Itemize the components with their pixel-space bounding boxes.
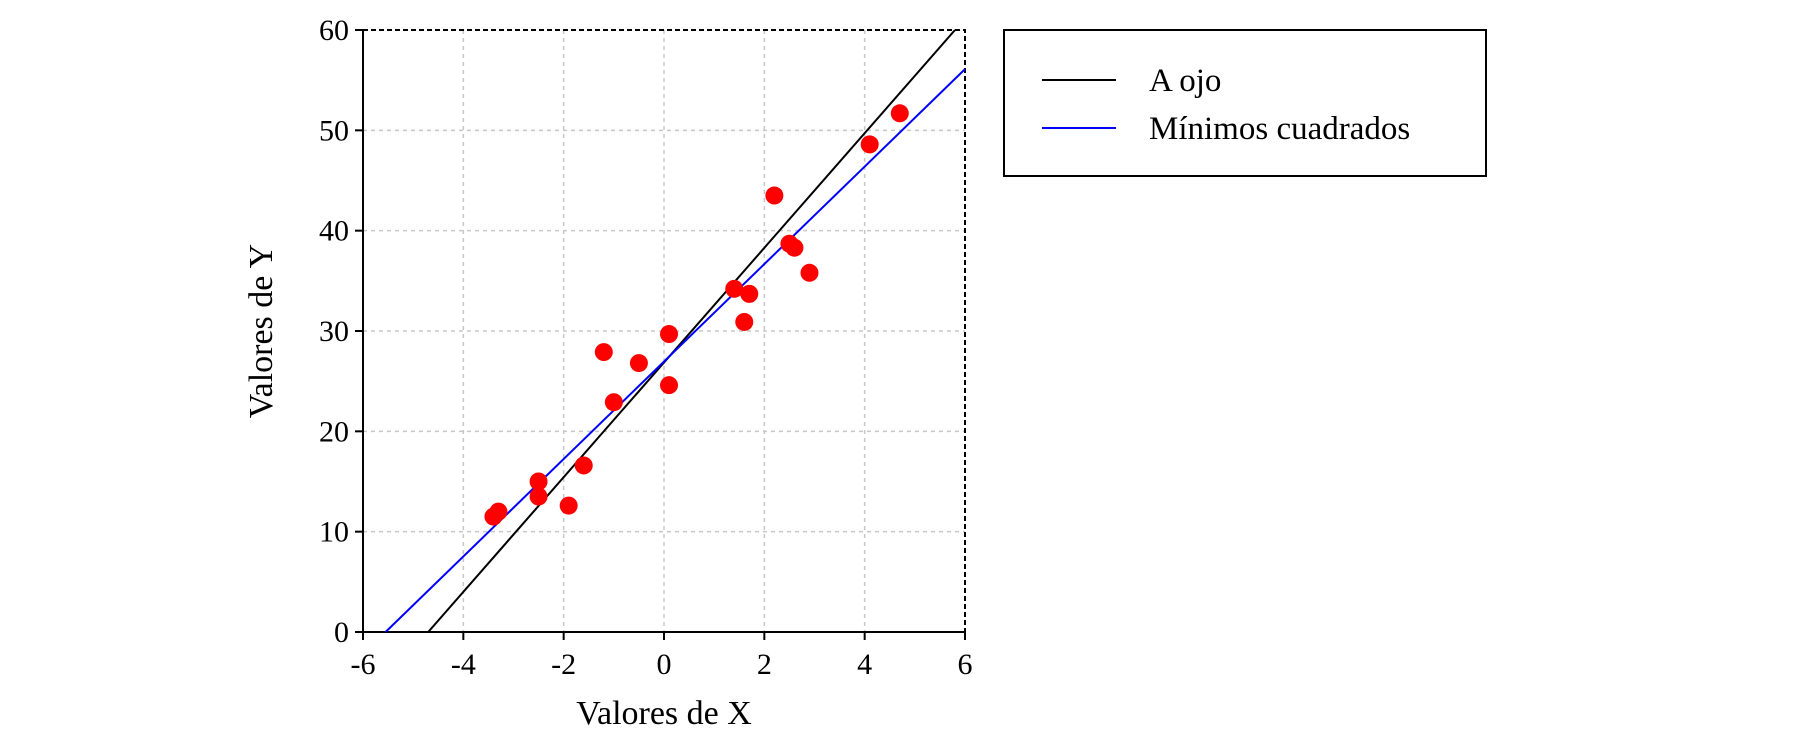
y-tick-label: 30 bbox=[319, 315, 349, 348]
y-tick-label: 0 bbox=[334, 616, 349, 649]
x-tick-label: -4 bbox=[451, 648, 476, 681]
fit-lines bbox=[384, 29, 966, 633]
line-a-ojo bbox=[427, 29, 956, 633]
y-tick-label: 50 bbox=[319, 114, 349, 147]
x-tick-label: 6 bbox=[958, 648, 973, 681]
legend-label-minimos-cuadrados: Mínimos cuadrados bbox=[1149, 111, 1410, 147]
legend-label-a-ojo: A ojo bbox=[1149, 63, 1221, 99]
legend: A ojo Mínimos cuadrados bbox=[1003, 29, 1487, 177]
data-point bbox=[800, 263, 819, 282]
data-point bbox=[860, 135, 879, 154]
data-point bbox=[594, 343, 613, 362]
y-tick-label: 10 bbox=[319, 516, 349, 549]
line-minimos-cuadrados bbox=[384, 68, 966, 633]
y-tick-label: 60 bbox=[319, 14, 349, 47]
x-tick-label: 2 bbox=[757, 648, 772, 681]
x-tick-label: -2 bbox=[551, 648, 576, 681]
legend-box bbox=[1003, 29, 1487, 177]
y-tick-label: 40 bbox=[319, 215, 349, 248]
data-point bbox=[740, 284, 759, 303]
data-point bbox=[529, 472, 548, 491]
data-point bbox=[660, 325, 679, 344]
data-point bbox=[890, 104, 909, 123]
x-tick-label: 0 bbox=[657, 648, 672, 681]
y-axis-title: Valores de Y bbox=[243, 244, 280, 418]
data-point bbox=[604, 393, 623, 412]
data-point bbox=[660, 376, 679, 395]
data-point bbox=[765, 186, 784, 205]
data-points bbox=[484, 104, 909, 526]
x-tick-label: -6 bbox=[351, 648, 376, 681]
x-tick-label: 4 bbox=[857, 648, 872, 681]
data-point bbox=[735, 312, 754, 331]
data-point bbox=[725, 279, 744, 298]
data-point bbox=[629, 354, 648, 373]
data-point bbox=[489, 502, 508, 521]
data-point bbox=[785, 238, 804, 257]
data-point bbox=[574, 456, 593, 475]
data-point bbox=[529, 487, 548, 506]
x-axis-title: Valores de X bbox=[576, 695, 752, 732]
data-point bbox=[559, 496, 578, 515]
y-tick-label: 20 bbox=[319, 415, 349, 448]
